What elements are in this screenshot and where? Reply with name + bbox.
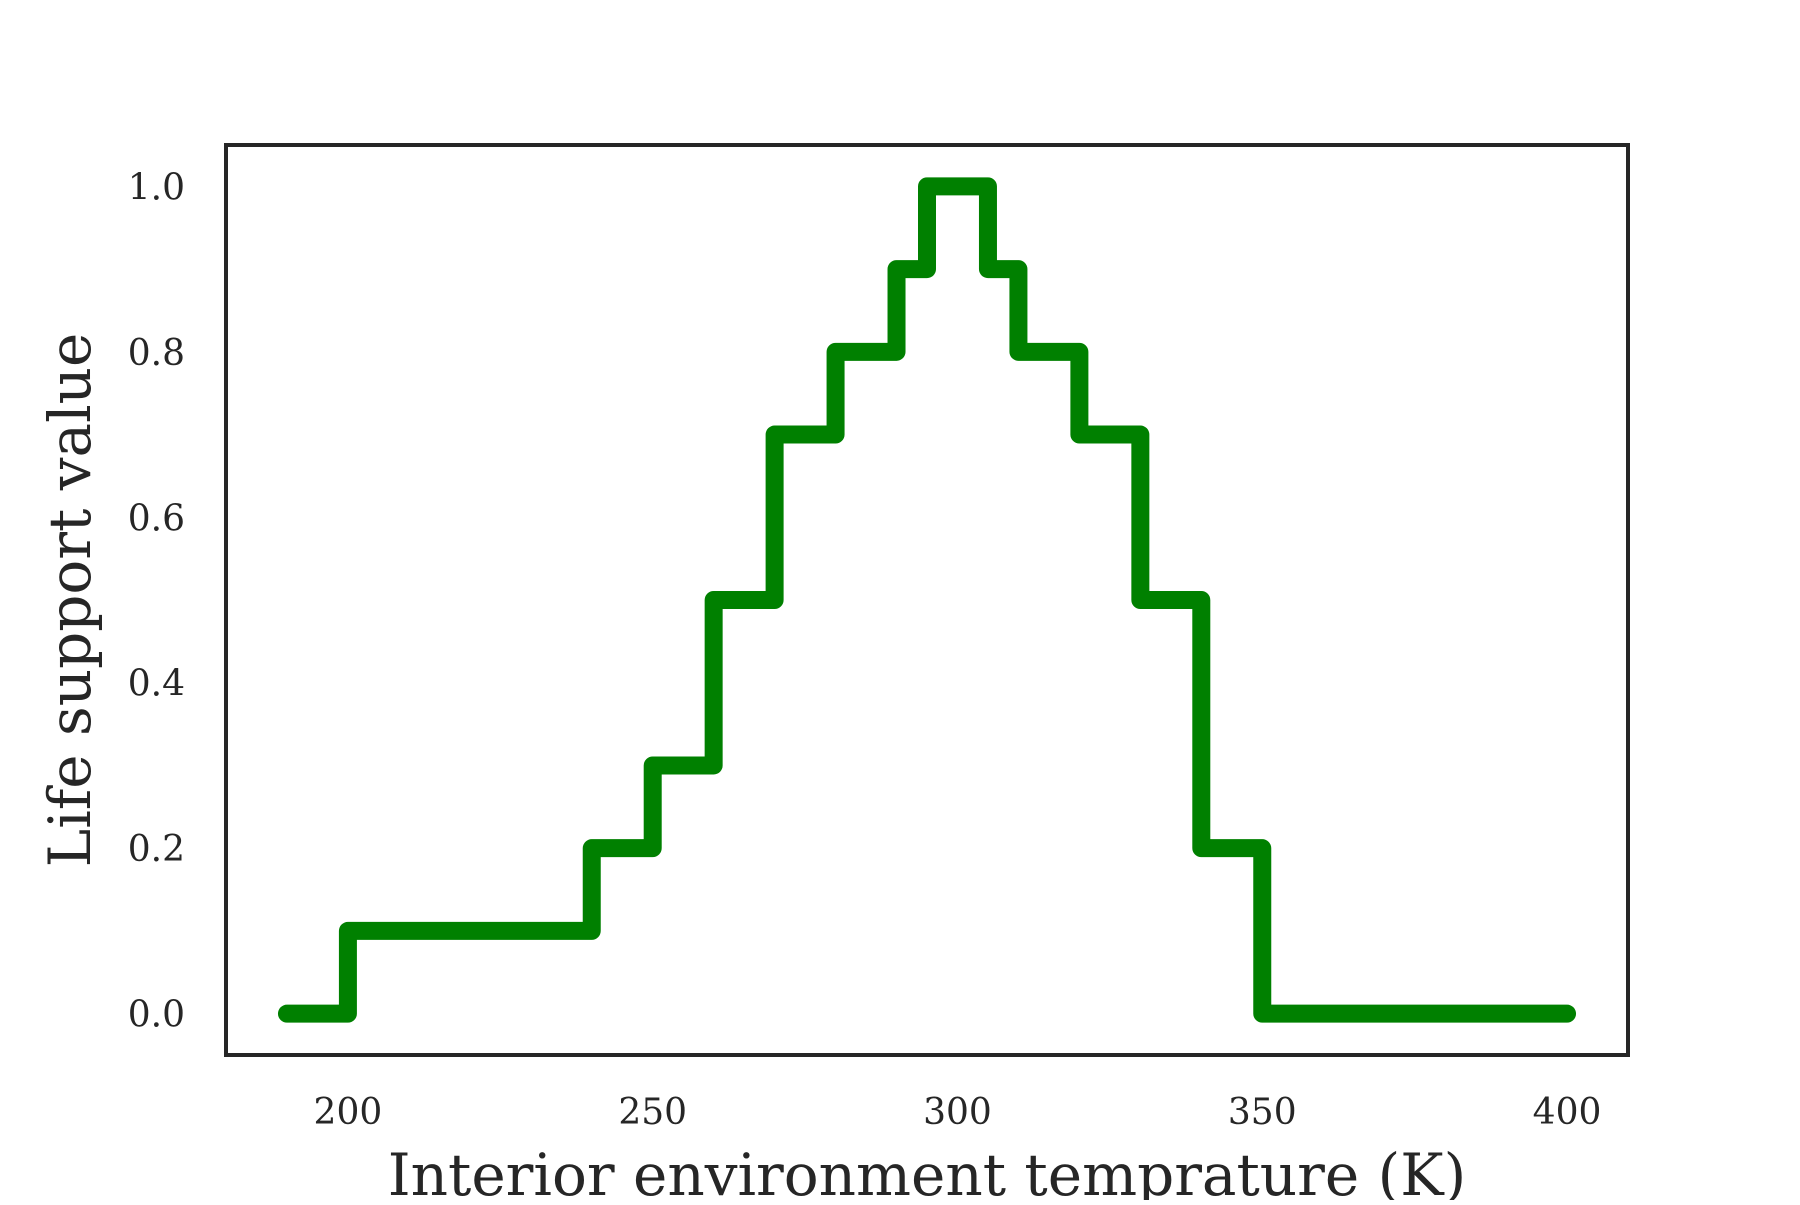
x-tick-label: 200 — [314, 1092, 383, 1133]
series-line-0 — [277, 177, 1577, 1023]
y-tick-label: 0.6 — [128, 498, 185, 539]
plot-frame — [224, 143, 1630, 1057]
y-tick-label: 0.8 — [128, 333, 185, 374]
x-tick-label: 250 — [618, 1092, 687, 1133]
x-tick-label: 300 — [923, 1092, 992, 1133]
y-tick-labels: 0.0 0.2 0.4 0.6 0.8 1.0 — [128, 167, 185, 1035]
x-tick-labels: 200 250 300 350 400 — [314, 1092, 1602, 1133]
x-tick-label: 400 — [1533, 1092, 1602, 1133]
y-tick-label: 0.0 — [128, 995, 185, 1036]
series-layer — [277, 177, 1577, 1023]
x-axis-title: Interior environment temprature (K) — [388, 1141, 1466, 1200]
x-tick-label: 350 — [1228, 1092, 1297, 1133]
y-tick-label: 0.4 — [128, 664, 185, 705]
y-axis-title: Life support value — [36, 333, 104, 868]
y-tick-label: 1.0 — [128, 167, 185, 208]
y-tick-label: 0.2 — [128, 829, 185, 870]
